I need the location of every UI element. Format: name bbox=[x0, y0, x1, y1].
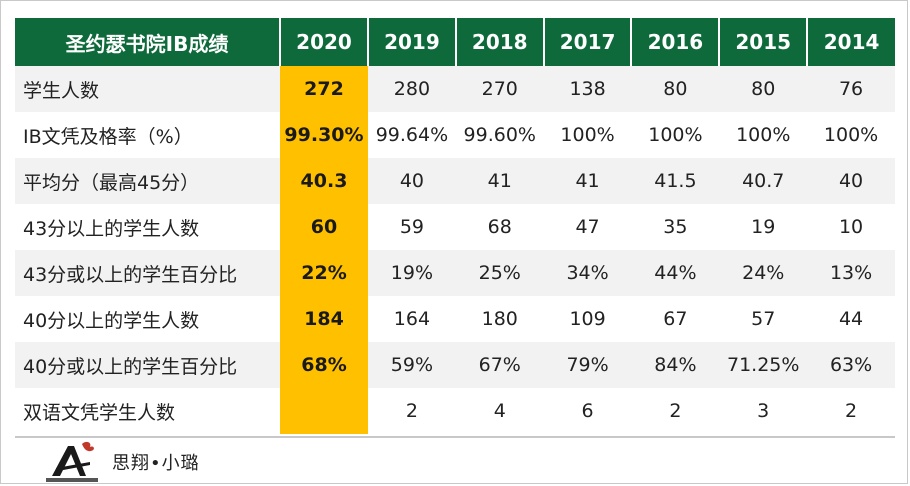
school-emblem-icon bbox=[46, 441, 98, 482]
table-cell: 63% bbox=[807, 342, 895, 388]
table-cell: 76 bbox=[807, 66, 895, 112]
table-row: 双语文凭学生人数 2 4 6 2 3 2 bbox=[15, 388, 895, 434]
table-row: 43分或以上的学生百分比 22% 19% 25% 34% 44% 24% 13% bbox=[15, 250, 895, 296]
table-row: 40分以上的学生人数 184 164 180 109 67 57 44 bbox=[15, 296, 895, 342]
table-cell: 44% bbox=[631, 250, 720, 296]
table-cell: 59 bbox=[368, 204, 456, 250]
table-cell: 24% bbox=[719, 250, 808, 296]
table-row: 40分或以上的学生百分比 68% 59% 67% 79% 84% 71.25% 63% bbox=[15, 342, 895, 388]
table-cell: 35 bbox=[631, 204, 720, 250]
table-cell: 47 bbox=[543, 204, 632, 250]
year-header-2015: 2015 bbox=[719, 18, 809, 66]
row-label: 学生人数 bbox=[15, 66, 280, 112]
highlight-cell-2020: 68% bbox=[280, 342, 368, 388]
row-label: IB文凭及格率（%） bbox=[15, 112, 280, 158]
year-header-2014: 2014 bbox=[807, 18, 895, 66]
year-header-2018: 2018 bbox=[455, 18, 545, 66]
table-cell: 40 bbox=[807, 158, 895, 204]
table-cell: 34% bbox=[543, 250, 632, 296]
table-cell: 25% bbox=[455, 250, 544, 296]
table-cell: 19 bbox=[719, 204, 808, 250]
table-cell: 71.25% bbox=[719, 342, 808, 388]
table-cell: 41.5 bbox=[631, 158, 720, 204]
highlight-cell-2020: 272 bbox=[280, 66, 368, 112]
table-cell: 2 bbox=[807, 388, 895, 434]
table-row: IB文凭及格率（%） 99.30% 99.64% 99.60% 100% 100% 100%… bbox=[15, 112, 895, 158]
table-cell: 19% bbox=[368, 250, 456, 296]
table-row: 平均分（最高45分） 40.3 40 41 41 41.5 40.7 40 bbox=[15, 158, 895, 204]
table-cell: 6 bbox=[543, 388, 632, 434]
table-cell: 79% bbox=[543, 342, 632, 388]
row-label: 43分以上的学生人数 bbox=[15, 204, 280, 250]
table-cell: 2 bbox=[631, 388, 720, 434]
row-label: 双语文凭学生人数 bbox=[15, 388, 280, 434]
table-cell: 100% bbox=[719, 112, 808, 158]
highlight-cell-2020: 99.30% bbox=[280, 112, 368, 158]
table-title-header: 圣约瑟书院IB成绩 bbox=[15, 18, 281, 66]
table-cell: 84% bbox=[631, 342, 720, 388]
table-cell: 100% bbox=[631, 112, 720, 158]
table-cell: 100% bbox=[807, 112, 895, 158]
table-cell: 13% bbox=[807, 250, 895, 296]
row-label: 40分或以上的学生百分比 bbox=[15, 342, 280, 388]
highlight-cell-2020: 22% bbox=[280, 250, 368, 296]
table-cell: 99.60% bbox=[455, 112, 544, 158]
table-cell: 109 bbox=[543, 296, 632, 342]
year-header-2017: 2017 bbox=[543, 18, 633, 66]
table-cell: 68 bbox=[455, 204, 544, 250]
highlight-cell-2020: 184 bbox=[280, 296, 368, 342]
table-cell: 164 bbox=[368, 296, 456, 342]
brand-name: 思翔•小璐 bbox=[112, 453, 200, 474]
table-cell: 40 bbox=[368, 158, 456, 204]
table-row: 学生人数 272 280 270 138 80 80 76 bbox=[15, 66, 895, 112]
table-cell: 3 bbox=[719, 388, 808, 434]
table-cell: 57 bbox=[719, 296, 808, 342]
table-cell: 4 bbox=[455, 388, 544, 434]
table-cell: 59% bbox=[368, 342, 456, 388]
table-cell: 67% bbox=[455, 342, 544, 388]
year-header-2019: 2019 bbox=[368, 18, 457, 66]
table-cell: 180 bbox=[455, 296, 544, 342]
highlight-cell-2020: 60 bbox=[280, 204, 368, 250]
table-cell: 41 bbox=[455, 158, 544, 204]
row-label: 40分以上的学生人数 bbox=[15, 296, 280, 342]
table-cell: 10 bbox=[807, 204, 895, 250]
table-cell: 100% bbox=[543, 112, 632, 158]
table-cell: 40.7 bbox=[719, 158, 808, 204]
table-cell: 99.64% bbox=[368, 112, 456, 158]
footer-divider bbox=[15, 436, 895, 438]
table-cell: 67 bbox=[631, 296, 720, 342]
row-label: 43分或以上的学生百分比 bbox=[15, 250, 280, 296]
table-cell: 138 bbox=[543, 66, 632, 112]
ib-results-table: 圣约瑟书院IB成绩 2020 2019 2018 2017 2016 2015 … bbox=[15, 18, 895, 434]
table-cell: 80 bbox=[631, 66, 720, 112]
year-header-2016: 2016 bbox=[631, 18, 721, 66]
table-cell: 2 bbox=[368, 388, 456, 434]
table-cell: 270 bbox=[455, 66, 544, 112]
table-cell: 280 bbox=[368, 66, 456, 112]
table-header-row: 圣约瑟书院IB成绩 2020 2019 2018 2017 2016 2015 … bbox=[15, 18, 895, 66]
highlight-cell-2020: 40.3 bbox=[280, 158, 368, 204]
highlight-cell-2020 bbox=[280, 388, 368, 434]
table-cell: 80 bbox=[719, 66, 808, 112]
row-label: 平均分（最高45分） bbox=[15, 158, 280, 204]
table-cell: 44 bbox=[807, 296, 895, 342]
table-row: 43分以上的学生人数 60 59 68 47 35 19 10 bbox=[15, 204, 895, 250]
year-header-2020: 2020 bbox=[280, 18, 369, 66]
table-cell: 41 bbox=[543, 158, 632, 204]
